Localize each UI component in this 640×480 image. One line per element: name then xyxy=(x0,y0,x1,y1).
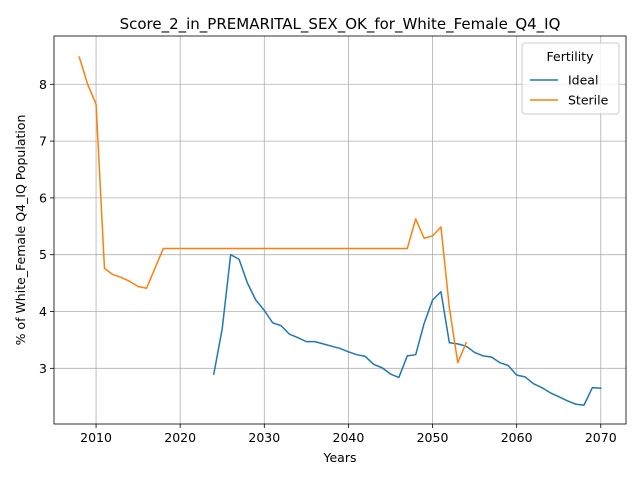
x-axis-ticks: 2010 2020 2030 2040 2050 2060 2070 xyxy=(80,424,617,445)
legend-entries: Ideal Sterile xyxy=(530,73,609,108)
y-tick-label: 7 xyxy=(39,134,47,149)
legend-label-sterile: Sterile xyxy=(568,93,609,108)
x-tick-label: 2050 xyxy=(417,430,449,445)
series-line-ideal xyxy=(212,253,602,406)
x-tick-label: 2070 xyxy=(585,430,617,445)
x-tick-label: 2030 xyxy=(248,430,280,445)
series-line-sterile xyxy=(78,56,468,364)
legend: Fertility Ideal Sterile xyxy=(521,42,620,115)
legend-title: Fertility xyxy=(547,49,595,64)
legend-label-ideal: Ideal xyxy=(568,73,598,88)
y-tick-label: 5 xyxy=(39,247,47,262)
chart-title: Score_2_in_PREMARITAL_SEX_OK_for_White_F… xyxy=(120,15,561,34)
y-axis-label: % of White_Female Q4_IQ Population xyxy=(13,115,28,346)
x-tick-label: 2060 xyxy=(501,430,533,445)
x-axis-label: Years xyxy=(323,450,357,465)
y-tick-label: 3 xyxy=(39,361,47,376)
y-axis-ticks: 3 4 5 6 7 8 xyxy=(39,77,54,376)
y-tick-label: 4 xyxy=(39,304,47,319)
legend-box xyxy=(521,42,620,115)
series-lines xyxy=(78,56,602,406)
x-tick-label: 2010 xyxy=(80,430,112,445)
x-tick-label: 2040 xyxy=(333,430,365,445)
y-tick-label: 8 xyxy=(39,77,47,92)
x-tick-label: 2020 xyxy=(164,430,196,445)
plot-frame xyxy=(53,35,627,425)
y-tick-label: 6 xyxy=(39,190,47,205)
